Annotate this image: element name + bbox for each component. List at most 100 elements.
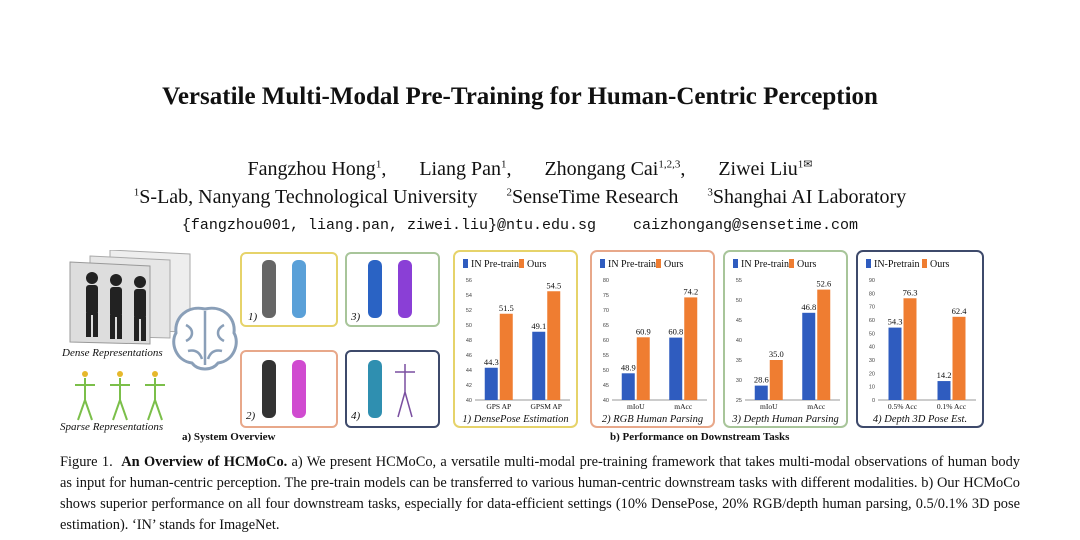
chart-title: 4) Depth 3D Pose Est. xyxy=(873,414,967,425)
silhouette-leg xyxy=(134,317,139,341)
bar-value-label: 14.2 xyxy=(937,370,952,380)
output-panel-1 xyxy=(240,252,338,327)
bar-value-label: 35.0 xyxy=(769,349,784,359)
bar-value-label: 49.1 xyxy=(531,321,546,331)
affiliation: 2SenseTime Research xyxy=(506,186,678,208)
affiliation: 1S-Lab, Nanyang Technological University xyxy=(134,186,478,208)
sparse-representations-label: Sparse Representations xyxy=(60,421,164,433)
y-tick-label: 40 xyxy=(466,398,472,404)
affiliation: 3Shanghai AI Laboratory xyxy=(707,186,906,208)
y-tick-label: 52 xyxy=(466,308,472,314)
panel-num-2: 2) xyxy=(246,410,256,422)
author-sup: 1 xyxy=(500,158,507,170)
silhouette-head xyxy=(110,274,122,286)
legend-swatch xyxy=(733,259,738,268)
bar xyxy=(499,313,513,400)
legend-swatch xyxy=(463,259,468,268)
category-label: mAcc xyxy=(807,402,826,411)
bar-value-label: 74.2 xyxy=(683,286,698,296)
legend-label: Ours xyxy=(527,259,547,270)
y-tick-label: 50 xyxy=(603,368,609,374)
paper-title: Versatile Multi-Modal Pre-Training for H… xyxy=(162,83,878,110)
y-tick-label: 30 xyxy=(736,378,742,384)
y-tick-label: 90 xyxy=(869,278,875,284)
y-tick-label: 60 xyxy=(603,338,609,344)
y-tick-label: 80 xyxy=(603,278,609,284)
y-tick-label: 20 xyxy=(869,371,875,377)
legend-label: IN Pre-train xyxy=(741,259,789,270)
input-modalities-graphic xyxy=(69,250,191,421)
silhouette-leg xyxy=(110,315,115,339)
chart-title: 3) Depth Human Parsing xyxy=(731,414,838,425)
skeleton-lines xyxy=(145,378,165,421)
legend-swatch xyxy=(789,259,794,268)
y-tick-label: 75 xyxy=(603,293,609,299)
panel-2-people xyxy=(262,360,306,418)
bar xyxy=(547,291,561,400)
legend-label: Ours xyxy=(930,259,950,270)
affiliation-name: Shanghai AI Laboratory xyxy=(712,186,907,208)
skeleton-lines xyxy=(110,378,130,421)
category-label: GPSM AP xyxy=(531,402,562,411)
bar-value-label: 60.8 xyxy=(668,327,683,337)
category-label: 0.1% Acc xyxy=(937,402,967,411)
legend-label: IN Pre-train xyxy=(608,259,656,270)
y-tick-label: 60 xyxy=(869,318,875,324)
bar xyxy=(669,337,683,400)
affiliation-sup: 1 xyxy=(133,186,140,199)
bar xyxy=(621,373,635,400)
bar-value-label: 44.3 xyxy=(484,357,499,367)
affiliation-list: 1S-Lab, Nanyang Technological University… xyxy=(0,186,1040,209)
category-label: GPS AP xyxy=(486,402,511,411)
author-name: Fangzhou Hong xyxy=(247,157,376,180)
y-tick-label: 42 xyxy=(466,383,472,389)
system-overview-label: a) System Overview xyxy=(182,431,276,443)
legend-label: IN-Pretrain xyxy=(874,259,920,270)
y-tick-label: 10 xyxy=(869,385,875,391)
caption-bold: An Overview of HCMoCo. xyxy=(121,454,288,470)
y-tick-label: 50 xyxy=(869,331,875,337)
skeleton-lines xyxy=(75,378,95,421)
chart-panel-2 xyxy=(590,250,715,428)
output-panel-4 xyxy=(345,350,440,428)
y-tick-label: 50 xyxy=(736,298,742,304)
author-name: Ziwei Liu xyxy=(718,157,798,180)
y-tick-label: 45 xyxy=(603,383,609,389)
bar-value-label: 46.8 xyxy=(801,302,816,312)
author: Ziwei Liu1✉ xyxy=(718,158,812,180)
output-panel-2 xyxy=(240,350,338,428)
y-tick-label: 35 xyxy=(736,358,742,364)
legend-label: Ours xyxy=(797,259,817,270)
bar-value-label: 51.5 xyxy=(499,303,514,313)
bar xyxy=(903,298,917,400)
bar xyxy=(532,331,546,400)
y-tick-label: 40 xyxy=(603,398,609,404)
legend-swatch xyxy=(519,259,524,268)
output-panel-3 xyxy=(345,252,440,327)
panel-1-people xyxy=(262,260,306,318)
y-tick-label: 80 xyxy=(869,291,875,297)
bar-value-label: 62.4 xyxy=(952,306,968,316)
silhouette-body xyxy=(134,289,146,319)
affiliation-name: S-Lab, Nanyang Technological University xyxy=(139,186,478,208)
affiliation-sup: 2 xyxy=(506,186,512,199)
legend-swatch xyxy=(600,259,605,268)
silhouette-leg xyxy=(86,313,91,337)
keypoint-group xyxy=(82,371,158,377)
bar xyxy=(952,316,966,400)
category-label: mIoU xyxy=(627,402,645,411)
bar-value-label: 48.9 xyxy=(621,362,636,372)
category-label: mIoU xyxy=(760,402,778,411)
chart-panel-3 xyxy=(723,250,848,428)
skeleton-group xyxy=(75,378,165,421)
y-tick-label: 30 xyxy=(869,358,875,364)
legend-label: IN Pre-train xyxy=(471,259,519,270)
chart-panel-4 xyxy=(856,250,984,428)
bar xyxy=(636,337,650,400)
author: Liang Pan1, xyxy=(419,157,512,180)
affiliation-sup: 3 xyxy=(707,186,713,199)
category-label: 0.5% Acc xyxy=(888,402,918,411)
dense-representations-label: Dense Representations xyxy=(62,347,163,359)
bar xyxy=(802,312,816,400)
y-tick-label: 55 xyxy=(603,353,609,359)
